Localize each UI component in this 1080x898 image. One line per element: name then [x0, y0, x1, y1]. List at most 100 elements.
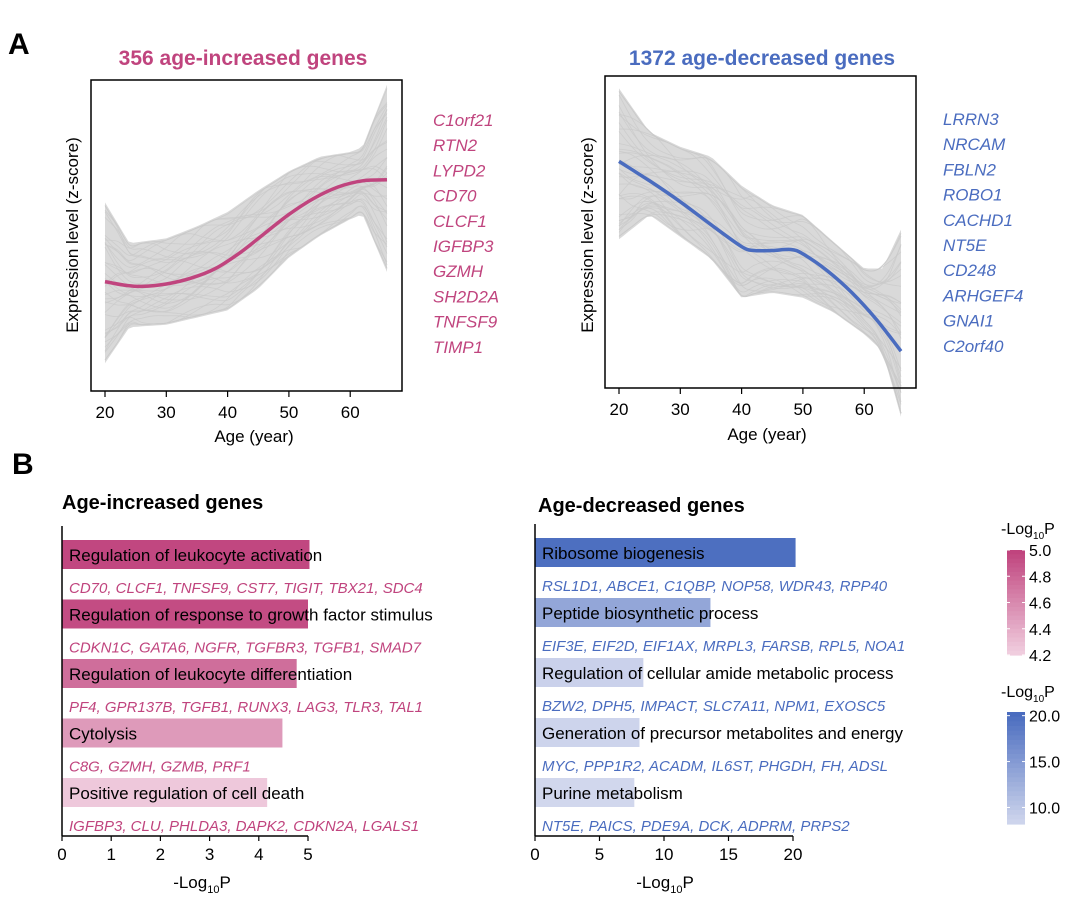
- gene-trace: [618, 194, 902, 336]
- plot-frame: [604, 75, 917, 389]
- x-tick-label: 30: [157, 403, 176, 422]
- gene-label: TIMP1: [433, 338, 483, 357]
- gene-label: ARHGEF4: [942, 286, 1023, 305]
- term-label: Peptide biosynthetic process: [542, 604, 758, 623]
- gene-trace: [618, 131, 902, 286]
- x-axis-label: Age (year): [727, 425, 806, 444]
- x-tick-label: 5: [303, 845, 312, 864]
- gene-label: CD248: [943, 261, 996, 280]
- legend-gradient-segment: [1007, 593, 1025, 599]
- term-label: Regulation of leukocyte activation: [69, 546, 322, 565]
- gene-label: GZMH: [433, 262, 484, 281]
- gene-trace: [104, 166, 388, 304]
- legend-tick-label: 15.0: [1029, 755, 1060, 772]
- trace-band-area: [619, 88, 901, 417]
- legend-gradient-segment: [1007, 628, 1025, 634]
- gene-trace: [618, 122, 902, 287]
- legend-gradient-segment: [1007, 606, 1025, 612]
- legend-gradient-segment: [1007, 571, 1025, 577]
- plot-frame: [90, 79, 403, 392]
- x-axis-ticks: 20 30 40 50 60: [96, 391, 360, 422]
- chart-title: 356 age-increased genes: [119, 47, 368, 70]
- x-axis-label: -Log10P: [636, 873, 694, 896]
- x-tick-label: 20: [96, 403, 115, 422]
- legend-gradient-segment: [1007, 633, 1025, 639]
- term-genes: NT5E, PAICS, PDE9A, DCK, ADPRM, PRPS2: [542, 818, 850, 835]
- x-tick-label: 0: [57, 845, 66, 864]
- chart-title: 1372 age-decreased genes: [629, 47, 895, 70]
- x-axis: 0 1 2 3 4 5: [57, 526, 313, 864]
- gene-trace: [104, 188, 388, 286]
- term-label: Regulation of response to growth factor …: [69, 606, 433, 625]
- term-label: Ribosome biogenesis: [542, 544, 705, 563]
- legend-tick-label: 5.0: [1029, 543, 1051, 560]
- gene-trace: [618, 94, 902, 272]
- legend-tick-label: 4.6: [1029, 596, 1051, 613]
- gene-trace: [104, 128, 388, 259]
- legend-tick-label: 4.8: [1029, 569, 1051, 586]
- x-tick-label: 50: [793, 400, 812, 419]
- gene-trace: [104, 211, 388, 352]
- gene-label: GNAI1: [943, 312, 994, 331]
- legend-gradient-segment: [1007, 791, 1025, 797]
- gene-trace: [618, 201, 902, 405]
- legend-gradient-segment: [1007, 576, 1025, 582]
- gene-label: C2orf40: [943, 337, 1004, 356]
- trajectory-chart-increased: 356 age-increased genes 20 30 40 50 60 Age (…: [63, 47, 499, 446]
- y-axis-label: Expression level (z-score): [63, 137, 82, 333]
- x-tick-label: 30: [671, 400, 690, 419]
- legend-tick-label: 4.4: [1029, 622, 1051, 639]
- legend-gradient-segment: [1007, 814, 1025, 820]
- gene-trace: [618, 195, 902, 388]
- gene-label: NT5E: [943, 236, 987, 255]
- gene-trace: [104, 185, 388, 338]
- x-tick-label: 3: [205, 845, 214, 864]
- gene-trace: [618, 143, 902, 304]
- bar: [62, 540, 310, 569]
- term-label: Positive regulation of cell death: [69, 784, 304, 803]
- legend-gradient-segment: [1007, 558, 1025, 564]
- x-axis-label: -Log10P: [173, 873, 231, 896]
- gene-label: CLCF1: [433, 212, 487, 231]
- x-tick-label: 10: [655, 845, 674, 864]
- mean-trend-line: [618, 159, 903, 353]
- legend-gradient-segment: [1007, 754, 1025, 760]
- bar-group: Ribosome biogenesis RSL1D1, ABCE1, C1QBP,…: [535, 538, 905, 835]
- bar: [62, 718, 283, 748]
- color-legend-decreased: -Log10P 20.0 15.0 10.0: [1001, 684, 1060, 825]
- legend-gradient-segment: [1007, 796, 1025, 802]
- gene-label: NRCAM: [943, 135, 1006, 154]
- bar: [62, 659, 297, 688]
- term-genes: IGFBP3, CLU, PHLDA3, DAPK2, CDKN2A, LGAL…: [69, 818, 419, 835]
- enrichment-chart-decreased: Age-decreased genes Ribosome biogenesisR…: [530, 495, 905, 896]
- bar: [535, 538, 796, 567]
- legend-gradient-segment: [1007, 554, 1025, 560]
- trace-band-area: [105, 84, 387, 364]
- gene-trace: [618, 204, 902, 387]
- legend-gradient-segment: [1007, 624, 1025, 630]
- term-genes: PF4, GPR137B, TGFB1, RUNX3, LAG3, TLR3, …: [69, 699, 423, 716]
- term-genes: RSL1D1, ABCE1, C1QBP, NOP58, WDR43, RPP4…: [542, 578, 888, 595]
- legend-gradient-segment: [1007, 744, 1025, 750]
- legend-gradient-segment: [1007, 620, 1025, 625]
- gene-label: ROBO1: [943, 186, 1003, 205]
- bar-group: Regulation of leukocyte activation CD70, …: [62, 540, 433, 835]
- legend-gradient-segment: [1007, 786, 1025, 792]
- x-tick-label: 60: [341, 403, 360, 422]
- gene-trace: [104, 113, 388, 256]
- x-tick-label: 15: [719, 845, 738, 864]
- mean-trend-line: [104, 178, 388, 289]
- term-label: Regulation of leukocyte differentiation: [69, 665, 352, 684]
- enrichment-chart-increased: Age-increased genes Regulation of leukoc…: [57, 492, 433, 896]
- legend-gradient-segment: [1007, 772, 1025, 778]
- trace-band: [619, 88, 901, 417]
- bar: [535, 778, 635, 807]
- gene-trace: [618, 152, 902, 323]
- legend-gradient-segment: [1007, 758, 1025, 764]
- x-tick-label: 50: [279, 403, 298, 422]
- legend-gradient-segment: [1007, 637, 1025, 643]
- term-label: Generation of precursor metabolites and …: [542, 724, 903, 743]
- x-tick-label: 20: [610, 400, 629, 419]
- x-tick-label: 1: [106, 845, 115, 864]
